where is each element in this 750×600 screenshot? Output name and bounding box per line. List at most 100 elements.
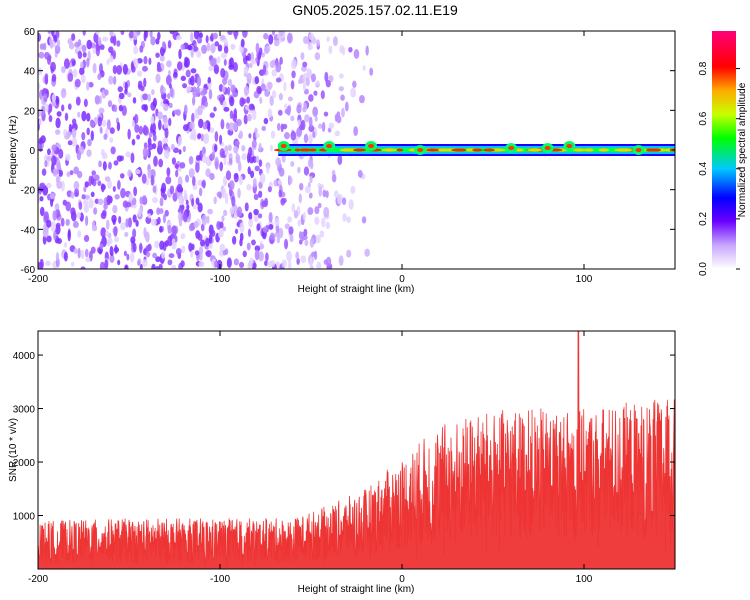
noise-blob bbox=[234, 140, 240, 146]
noise-blob bbox=[233, 173, 239, 183]
noise-blob bbox=[56, 237, 62, 245]
noise-blob bbox=[95, 45, 101, 57]
noise-blob bbox=[183, 124, 189, 132]
noise-blob bbox=[191, 197, 195, 207]
noise-blob bbox=[81, 110, 87, 122]
noise-blob bbox=[106, 58, 110, 65]
noise-blob bbox=[68, 123, 73, 133]
noise-blob bbox=[71, 33, 76, 41]
noise-blob bbox=[67, 38, 73, 45]
noise-blob bbox=[176, 184, 183, 193]
noise-blob bbox=[219, 148, 225, 159]
noise-blob bbox=[86, 112, 91, 122]
noise-blob bbox=[150, 218, 157, 226]
noise-blob bbox=[312, 131, 316, 139]
noise-blob bbox=[222, 175, 227, 187]
noise-blob bbox=[55, 251, 60, 262]
noise-blob bbox=[193, 31, 200, 40]
noise-blob bbox=[95, 31, 100, 35]
noise-blob bbox=[84, 248, 89, 258]
noise-blob bbox=[71, 137, 78, 147]
noise-blob bbox=[223, 45, 229, 54]
noise-blob bbox=[220, 118, 225, 130]
noise-blob bbox=[131, 65, 136, 73]
noise-blob bbox=[205, 249, 212, 258]
noise-blob bbox=[83, 204, 89, 213]
noise-blob bbox=[117, 180, 121, 190]
noise-blob bbox=[300, 52, 305, 61]
noise-blob bbox=[220, 35, 226, 41]
noise-blob bbox=[181, 245, 186, 254]
noise-blob bbox=[97, 36, 102, 47]
noise-blob bbox=[233, 108, 237, 119]
noise-blob bbox=[344, 101, 349, 112]
noise-blob bbox=[196, 50, 202, 58]
noise-blob bbox=[100, 227, 107, 238]
noise-blob bbox=[167, 69, 171, 77]
noise-blob bbox=[273, 179, 278, 187]
noise-blob bbox=[148, 57, 152, 66]
noise-blob bbox=[174, 163, 179, 169]
noise-blob bbox=[69, 170, 74, 176]
noise-blob bbox=[168, 102, 173, 109]
noise-blob bbox=[46, 219, 52, 228]
noise-blob bbox=[46, 182, 52, 189]
noise-blob bbox=[101, 183, 105, 193]
noise-blob bbox=[307, 207, 314, 216]
noise-blob bbox=[195, 197, 200, 205]
noise-blob bbox=[308, 192, 313, 199]
signal-hotspot bbox=[458, 148, 467, 152]
noise-blob bbox=[116, 155, 123, 162]
noise-blob bbox=[124, 231, 129, 238]
noise-blob bbox=[162, 116, 168, 124]
noise-blob bbox=[252, 262, 257, 269]
noise-blob bbox=[271, 69, 277, 77]
noise-blob bbox=[278, 31, 285, 37]
noise-blob bbox=[202, 121, 208, 130]
noise-blob bbox=[298, 79, 302, 85]
noise-blob bbox=[308, 94, 314, 102]
colorbar: 0.0 0.2 0.4 0.6 0.8 Normalized spectral ampl… bbox=[698, 31, 748, 276]
noise-blob bbox=[231, 235, 237, 245]
noise-blob bbox=[42, 227, 49, 238]
noise-blob bbox=[183, 189, 187, 201]
noise-blob bbox=[52, 168, 58, 177]
noise-blob bbox=[112, 75, 117, 85]
noise-blob bbox=[159, 197, 164, 207]
noise-blob bbox=[101, 152, 108, 160]
noise-blob bbox=[280, 197, 286, 206]
signal-peak-core bbox=[280, 144, 287, 149]
noise-blob bbox=[142, 147, 149, 158]
noise-blob bbox=[124, 81, 128, 93]
noise-blob bbox=[60, 88, 67, 99]
noise-blob bbox=[152, 97, 157, 108]
noise-blob bbox=[287, 96, 293, 102]
signal-hotspot bbox=[472, 148, 483, 152]
noise-blob bbox=[171, 238, 176, 246]
noise-blob bbox=[155, 256, 161, 263]
noise-blob bbox=[83, 98, 88, 108]
noise-blob bbox=[137, 260, 141, 266]
noise-blob bbox=[113, 247, 120, 253]
noise-blob bbox=[143, 142, 148, 149]
noise-blob bbox=[71, 59, 76, 66]
noise-blob bbox=[218, 84, 224, 92]
noise-blob bbox=[308, 134, 313, 145]
noise-blob bbox=[202, 155, 208, 164]
noise-blob bbox=[38, 144, 43, 153]
noise-blob bbox=[127, 169, 132, 178]
noise-blob bbox=[74, 188, 79, 196]
noise-blob bbox=[94, 95, 101, 105]
noise-blob bbox=[67, 140, 73, 146]
noise-blob bbox=[221, 215, 225, 222]
noise-blob bbox=[154, 240, 160, 249]
noise-blob bbox=[139, 196, 144, 205]
noise-blob bbox=[261, 200, 268, 208]
noise-blob bbox=[187, 85, 192, 92]
noise-blob bbox=[191, 176, 196, 187]
noise-blob bbox=[239, 238, 243, 247]
noise-blob bbox=[110, 251, 114, 257]
noise-blob bbox=[70, 191, 75, 199]
noise-blob bbox=[341, 197, 347, 206]
noise-blob bbox=[213, 106, 217, 112]
